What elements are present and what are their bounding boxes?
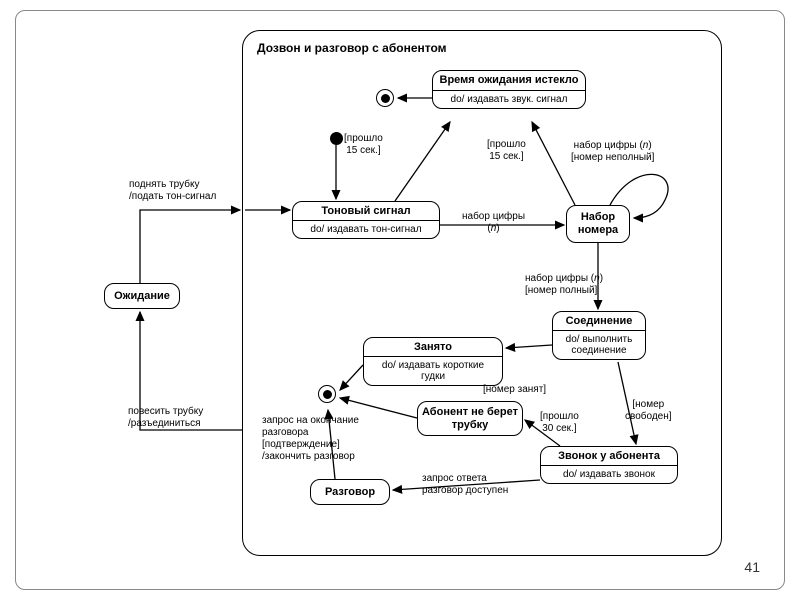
label-end-req: запрос на окончаниеразговора[подтвержден… [262,415,359,463]
state-timeout-title-text: Время ожидания истекло [440,74,579,86]
label-pass15-2: [прошло15 сек.] [487,139,526,163]
state-waiting: Ожидание [104,283,180,309]
state-noanswer-title: Абонент не берет трубку [418,402,522,435]
initial-state [330,132,343,145]
state-noanswer: Абонент не берет трубку [417,401,523,436]
state-busy-activity: do/ издавать короткие гудки [364,357,502,385]
label-pass30: [прошло30 сек.] [540,411,579,435]
container-title: Дозвон и разговор с абонентом [257,41,447,55]
state-timeout-title: Время ожидания истекло [433,71,585,90]
state-tone-activity: do/ издавать тон-сигнал [293,221,439,238]
state-noanswer-title-text: Абонент не берет трубку [422,406,518,431]
label-digit-partial: набор цифры (n)[номер неполный] [571,140,654,164]
label-pass15-1: [прошло15 сек.] [344,133,383,157]
final-state-top [376,89,394,107]
state-busy-activity-text: do/ издавать короткие гудки [382,360,484,382]
state-dial-title: Набор номера [567,206,629,242]
label-num-busy: [номер занят] [483,384,546,396]
state-talk: Разговор [310,479,390,505]
state-ringing-activity: do/ издавать звонок [541,466,677,483]
state-waiting-title: Ожидание [105,284,179,308]
page-number: 41 [744,559,760,575]
state-tone-title: Тоновый сигнал [293,202,439,220]
state-timeout-activity: do/ издавать звук. сигнал [433,91,585,108]
state-dial-title-text: Набор номера [578,211,618,236]
state-connect: Соединение do/ выполнить соединение [552,311,646,360]
state-tone: Тоновый сигнал do/ издавать тон-сигнал [292,201,440,239]
state-talk-title: Разговор [311,480,389,504]
state-busy-title: Занято [364,338,502,356]
state-timeout: Время ожидания истекло do/ издавать звук… [432,70,586,109]
state-ringing-title: Звонок у абонента [541,447,677,465]
state-ringing: Звонок у абонента do/ издавать звонок [540,446,678,484]
label-digit-n: набор цифры(n) [462,211,525,235]
label-digit-full: набор цифры (n)[номер полный] [525,273,603,297]
state-busy: Занято do/ издавать короткие гудки [363,337,503,386]
final-state-mid [318,385,336,403]
label-hangup: повесить трубку/разъединиться [128,406,203,430]
state-dial: Набор номера [566,205,630,243]
state-connect-title: Соединение [553,312,645,330]
state-connect-activity: do/ выполнить соединение [553,331,645,359]
state-connect-activity-text: do/ выполнить соединение [566,334,633,356]
label-pickup: поднять трубку/подать тон-сигнал [129,179,216,203]
label-answer: запрос ответаразговор доступен [422,473,508,497]
label-num-free: [номерсвободен] [625,399,672,423]
